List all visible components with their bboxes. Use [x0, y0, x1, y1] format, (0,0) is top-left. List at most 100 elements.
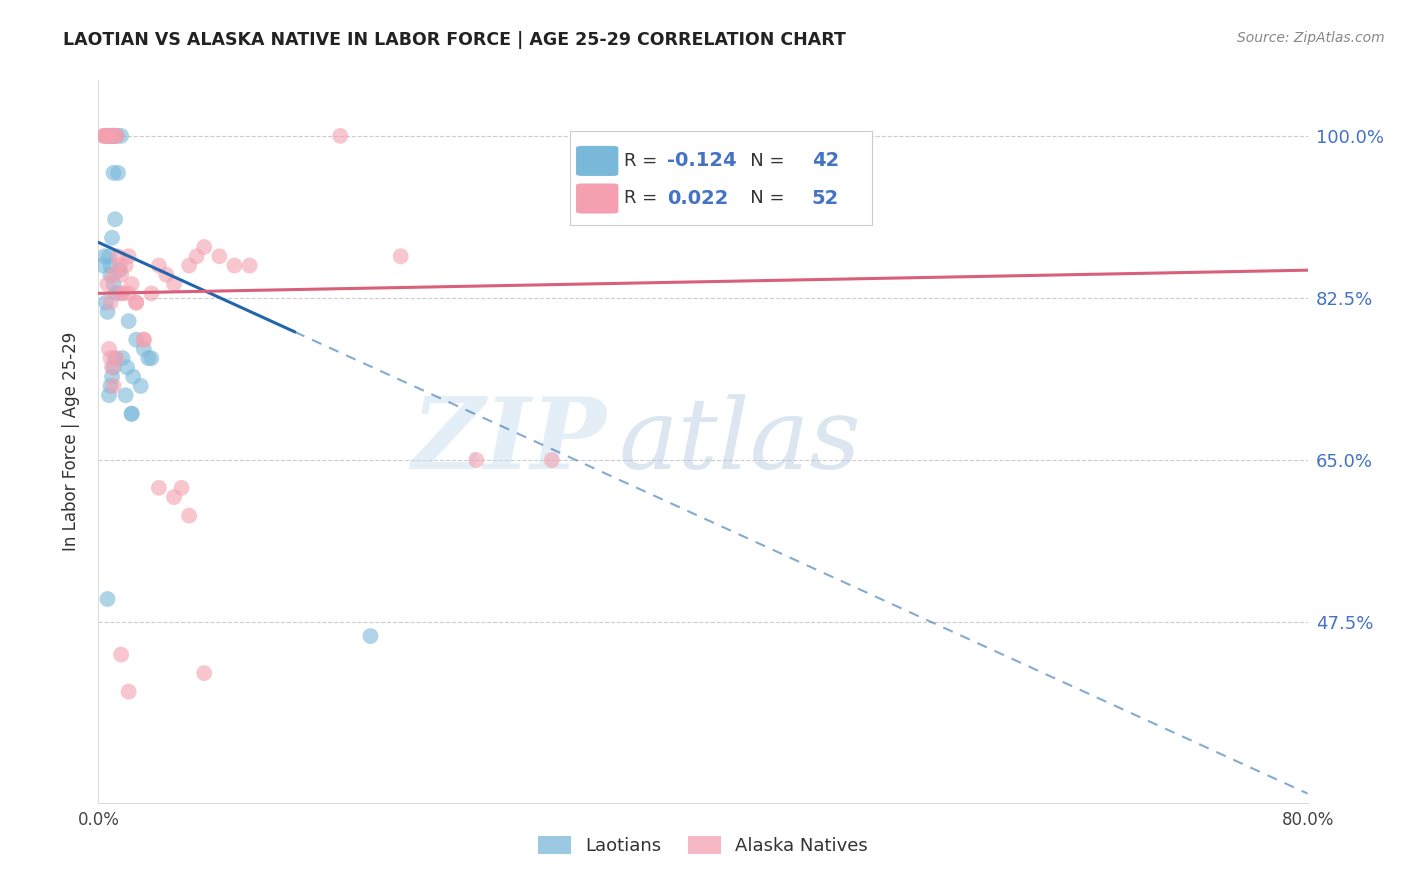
Point — [114, 388, 136, 402]
Legend: Laotians, Alaska Natives: Laotians, Alaska Natives — [531, 830, 875, 863]
Point — [101, 231, 124, 245]
Point — [108, 263, 131, 277]
Point — [111, 286, 134, 301]
Point — [121, 407, 143, 421]
Point — [98, 128, 121, 143]
Point — [104, 128, 127, 143]
Point — [93, 249, 115, 263]
Text: Source: ZipAtlas.com: Source: ZipAtlas.com — [1237, 31, 1385, 45]
Point — [132, 333, 155, 347]
Point — [208, 249, 231, 263]
Y-axis label: In Labor Force | Age 25-29: In Labor Force | Age 25-29 — [62, 332, 80, 551]
Point — [94, 128, 117, 143]
Point — [103, 128, 125, 143]
Point — [163, 277, 186, 291]
Point — [540, 453, 562, 467]
Text: atlas: atlas — [619, 394, 860, 489]
Point — [179, 259, 201, 273]
Point — [179, 508, 201, 523]
Point — [136, 351, 159, 366]
Point — [118, 314, 141, 328]
Text: ZIP: ZIP — [412, 393, 606, 490]
Point — [132, 342, 155, 356]
Point — [110, 286, 132, 301]
Point — [193, 240, 215, 254]
Point — [103, 379, 125, 393]
Point — [96, 128, 118, 143]
Point — [103, 268, 125, 282]
Point — [110, 648, 132, 662]
Point — [103, 166, 125, 180]
Point — [98, 249, 121, 263]
Point — [100, 259, 122, 273]
Point — [110, 268, 132, 282]
Point — [118, 684, 141, 698]
Point — [170, 481, 193, 495]
Point — [100, 379, 122, 393]
Point — [103, 128, 125, 143]
Point — [100, 128, 122, 143]
Point — [155, 268, 177, 282]
Point — [108, 259, 131, 273]
Point — [104, 212, 127, 227]
Point — [105, 128, 128, 143]
Point — [122, 369, 145, 384]
Point — [100, 268, 122, 282]
Point — [389, 249, 412, 263]
Point — [101, 128, 124, 143]
Point — [129, 379, 152, 393]
Point — [186, 249, 208, 263]
Point — [148, 481, 170, 495]
Point — [111, 351, 134, 366]
Point — [239, 259, 262, 273]
Point — [98, 388, 121, 402]
Point — [96, 305, 118, 319]
Point — [125, 333, 148, 347]
Point — [107, 166, 129, 180]
Point — [118, 286, 141, 301]
Point — [125, 295, 148, 310]
Point — [115, 360, 138, 375]
Point — [103, 277, 125, 291]
Point — [193, 666, 215, 681]
Point — [98, 342, 121, 356]
Point — [94, 128, 117, 143]
Point — [360, 629, 382, 643]
Point — [125, 295, 148, 310]
Point — [100, 351, 122, 366]
Point — [114, 259, 136, 273]
Point — [101, 369, 124, 384]
Point — [329, 128, 352, 143]
Point — [105, 128, 128, 143]
Point — [100, 295, 122, 310]
Point — [96, 128, 118, 143]
Point — [141, 351, 163, 366]
Point — [107, 249, 129, 263]
Point — [93, 128, 115, 143]
Point — [132, 333, 155, 347]
Point — [94, 295, 117, 310]
Point — [101, 360, 124, 375]
Point — [465, 453, 488, 467]
Point — [163, 490, 186, 504]
Point — [101, 128, 124, 143]
Point — [105, 351, 128, 366]
Point — [224, 259, 246, 273]
Point — [96, 592, 118, 607]
Point — [141, 286, 163, 301]
Point — [103, 360, 125, 375]
Point — [121, 407, 143, 421]
Point — [104, 128, 127, 143]
Point — [105, 286, 128, 301]
Point — [121, 277, 143, 291]
Point — [118, 249, 141, 263]
Point — [110, 128, 132, 143]
Point — [148, 259, 170, 273]
Point — [96, 277, 118, 291]
Point — [91, 259, 114, 273]
Point — [98, 128, 121, 143]
Point — [100, 128, 122, 143]
Point — [104, 351, 127, 366]
Point — [91, 128, 114, 143]
Text: LAOTIAN VS ALASKA NATIVE IN LABOR FORCE | AGE 25-29 CORRELATION CHART: LAOTIAN VS ALASKA NATIVE IN LABOR FORCE … — [63, 31, 846, 49]
